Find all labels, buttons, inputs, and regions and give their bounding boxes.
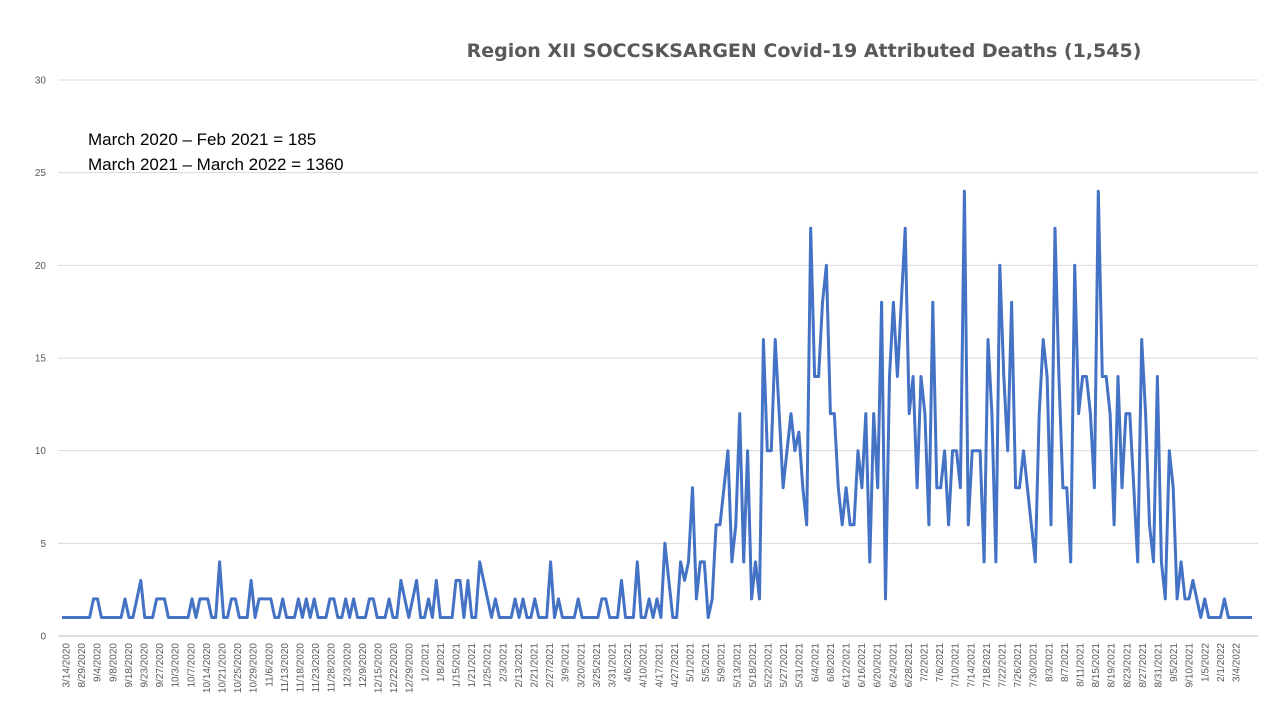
x-tick-label: 9/27/2020 (155, 643, 166, 688)
y-tick-label: 15 (35, 354, 47, 365)
x-tick-label: 3/31/2021 (608, 643, 619, 688)
x-tick-label: 2/1/2022 (1216, 643, 1227, 682)
y-axis-ticks: 0 5 10 15 20 25 30 (35, 76, 47, 643)
x-tick-label: 2/3/2021 (498, 643, 509, 682)
x-tick-label: 1/25/2021 (483, 643, 494, 688)
x-tick-label: 1/2/2021 (420, 643, 431, 682)
x-tick-label: 6/8/2021 (826, 643, 837, 682)
x-tick-label: 11/18/2020 (296, 643, 307, 693)
x-tick-label: 6/16/2021 (857, 643, 868, 688)
x-tick-label: 6/12/2021 (842, 643, 853, 688)
x-tick-label: 9/8/2020 (108, 643, 119, 682)
x-tick-label: 5/1/2021 (686, 643, 697, 682)
x-tick-label: 5/27/2021 (779, 643, 790, 688)
x-tick-label: 11/6/2020 (264, 643, 275, 687)
x-tick-label: 7/22/2021 (998, 643, 1009, 688)
x-tick-label: 4/27/2021 (670, 643, 681, 688)
x-tick-label: 7/18/2021 (982, 643, 993, 688)
x-tick-label: 8/15/2021 (1091, 643, 1102, 688)
x-tick-label: 8/29/2020 (77, 643, 88, 688)
x-tick-label: 12/29/2020 (405, 643, 416, 693)
x-tick-label: 5/31/2021 (795, 643, 806, 688)
y-tick-label: 25 (35, 168, 47, 179)
x-tick-label: 11/13/2020 (280, 643, 291, 693)
x-tick-label: 9/18/2020 (124, 643, 135, 688)
x-tick-label: 1/5/2022 (1200, 643, 1211, 682)
x-tick-label: 10/21/2020 (218, 643, 229, 693)
x-tick-label: 1/21/2021 (467, 643, 478, 688)
x-tick-label: 12/9/2020 (358, 643, 369, 688)
x-tick-label: 7/14/2021 (966, 643, 977, 688)
x-tick-label: 12/3/2020 (342, 643, 353, 688)
series-line (62, 189, 1252, 619)
x-tick-label: 5/9/2021 (717, 643, 728, 682)
x-tick-label: 3/9/2021 (561, 643, 572, 682)
x-tick-label: 5/13/2021 (732, 643, 743, 688)
x-tick-label: 3/4/2022 (1232, 643, 1243, 682)
x-tick-label: 7/26/2021 (1013, 643, 1024, 688)
x-tick-label: 1/8/2021 (436, 643, 447, 682)
x-tick-label: 2/21/2021 (530, 643, 541, 688)
x-tick-label: 6/4/2021 (810, 643, 821, 682)
y-tick-label: 30 (35, 76, 47, 87)
chart-title: Region XII SOCCSKSARGEN Covid-19 Attribu… (467, 40, 1142, 62)
x-tick-label: 10/29/2020 (249, 643, 260, 693)
x-tick-label: 8/11/2021 (1076, 643, 1087, 687)
x-tick-label: 8/23/2021 (1122, 643, 1133, 688)
x-tick-label: 10/25/2020 (233, 643, 244, 693)
y-tick-label: 0 (40, 632, 46, 643)
x-tick-label: 10/3/2020 (171, 643, 182, 688)
y-tick-label: 20 (35, 261, 47, 272)
x-tick-label: 7/30/2021 (1029, 643, 1040, 688)
x-tick-label: 5/18/2021 (748, 643, 759, 688)
x-tick-label: 7/6/2021 (935, 643, 946, 682)
x-tick-label: 11/23/2020 (311, 643, 322, 693)
x-tick-label: 8/19/2021 (1107, 643, 1118, 688)
annotation-period-2: March 2021 – March 2022 = 1360 (88, 155, 344, 174)
x-tick-label: 1/15/2021 (452, 643, 463, 688)
x-tick-label: 2/13/2021 (514, 643, 525, 688)
x-tick-label: 5/5/2021 (701, 643, 712, 682)
y-tick-label: 5 (40, 539, 46, 550)
x-tick-label: 7/2/2021 (920, 643, 931, 682)
x-tick-label: 9/10/2021 (1185, 643, 1196, 688)
x-axis-ticks: 3/14/2020 8/29/2020 9/4/2020 9/8/2020 9/18/2… (62, 643, 1243, 693)
x-tick-label: 5/22/2021 (764, 643, 775, 688)
x-tick-label: 8/27/2021 (1138, 643, 1149, 688)
x-tick-label: 10/14/2020 (202, 643, 213, 693)
x-tick-label: 2/27/2021 (545, 643, 556, 688)
x-tick-label: 4/17/2021 (654, 643, 665, 688)
x-tick-label: 7/10/2021 (951, 643, 962, 688)
x-tick-label: 6/24/2021 (888, 643, 899, 688)
x-tick-label: 6/20/2021 (873, 643, 884, 688)
x-tick-label: 12/15/2020 (374, 643, 385, 693)
x-tick-label: 8/7/2021 (1060, 643, 1071, 682)
x-tick-label: 6/28/2021 (904, 643, 915, 688)
x-tick-label: 4/10/2021 (639, 643, 650, 688)
x-tick-label: 8/3/2021 (1044, 643, 1055, 682)
x-tick-label: 9/5/2021 (1169, 643, 1180, 682)
x-tick-label: 9/4/2020 (93, 643, 104, 682)
gridlines (58, 79, 1258, 637)
y-tick-label: 10 (35, 446, 47, 457)
x-tick-label: 8/31/2021 (1154, 643, 1165, 688)
annotation-period-1: March 2020 – Feb 2021 = 185 (88, 130, 316, 149)
x-tick-label: 3/25/2021 (592, 643, 603, 688)
x-tick-label: 11/28/2020 (327, 643, 338, 693)
x-tick-label: 4/6/2021 (623, 643, 634, 682)
x-tick-label: 3/14/2020 (62, 643, 73, 688)
x-tick-label: 9/23/2020 (140, 643, 151, 688)
x-tick-label: 12/22/2020 (389, 643, 400, 693)
series-line-group (62, 189, 1252, 619)
x-tick-label: 10/7/2020 (186, 643, 197, 688)
x-tick-label: 3/20/2021 (576, 643, 587, 688)
